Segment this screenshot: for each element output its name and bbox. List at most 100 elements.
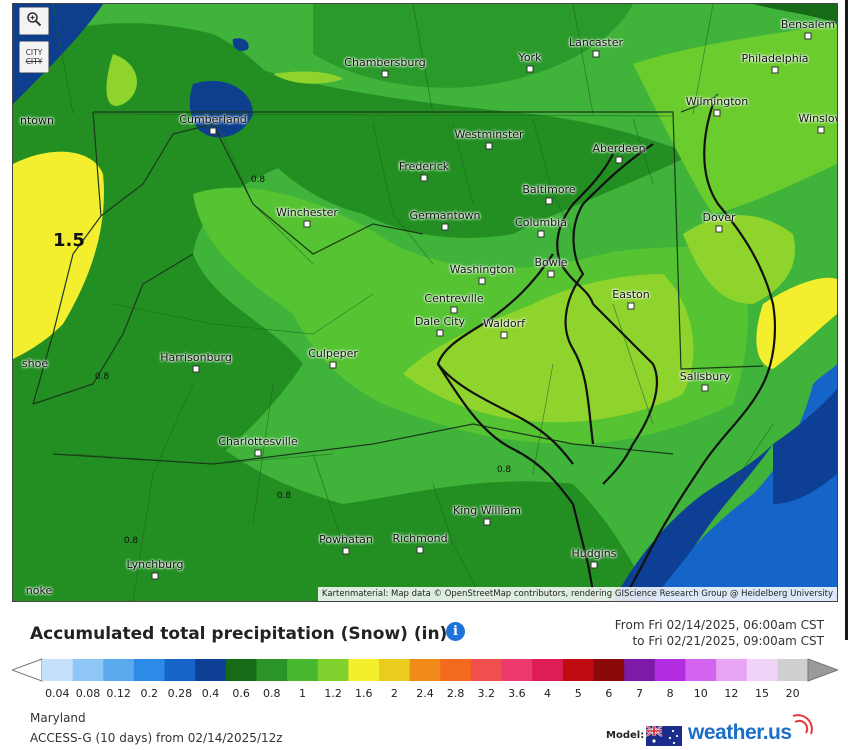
legend-tick-label: 1 bbox=[298, 687, 306, 700]
city-label: Powhatan bbox=[319, 533, 373, 546]
legend-swatch bbox=[348, 659, 380, 681]
australia-flag-icon bbox=[646, 726, 682, 746]
zoom-button[interactable] bbox=[19, 7, 49, 35]
legend-tick-label: 8 bbox=[666, 687, 674, 700]
legend-swatch bbox=[470, 659, 503, 681]
city-label: Salisbury bbox=[679, 370, 731, 383]
legend-swatch bbox=[409, 659, 441, 681]
city-label: Lynchburg bbox=[126, 558, 184, 571]
city-label: Westminster bbox=[454, 128, 524, 141]
info-icon[interactable]: i bbox=[446, 622, 465, 641]
brand-logo[interactable]: weather.us bbox=[688, 721, 792, 745]
city-label: Harrisonburg bbox=[160, 351, 232, 364]
legend-tick-label: 0.6 bbox=[232, 687, 250, 700]
legend-tick-label: 3.6 bbox=[508, 687, 526, 700]
legend-swatch bbox=[317, 659, 349, 681]
legend-swatch bbox=[562, 659, 595, 681]
city-label: Winchester bbox=[276, 206, 338, 219]
city-toggle-label: CITY bbox=[25, 48, 43, 57]
city-marker bbox=[804, 32, 812, 40]
city-marker bbox=[342, 547, 350, 555]
legend-tick-label: 3.2 bbox=[477, 687, 496, 700]
chart-title: Accumulated total precipitation (Snow) (… bbox=[30, 624, 448, 644]
city-label: Aberdeen bbox=[592, 142, 646, 155]
city-marker bbox=[483, 518, 491, 526]
contour-label: 0.8 bbox=[496, 465, 512, 475]
city-label: Bowie bbox=[534, 256, 568, 269]
legend-swatch bbox=[133, 659, 166, 681]
range-to: to Fri 02/21/2025, 09:00am CST bbox=[632, 634, 824, 648]
legend-min-arrow bbox=[12, 658, 43, 682]
city-marker bbox=[713, 109, 721, 117]
legend-tick-label: 0.8 bbox=[263, 687, 281, 700]
range-from: From Fri 02/14/2025, 06:00am CST bbox=[614, 618, 824, 632]
brand-text: weather.us bbox=[688, 721, 792, 744]
city-marker bbox=[771, 66, 779, 74]
legend-tick-label: 0.2 bbox=[140, 687, 158, 700]
city-label: Chambersburg bbox=[344, 56, 426, 69]
city-label: Winslow bbox=[798, 112, 837, 125]
city-label: Germantown bbox=[409, 209, 481, 222]
edge-city-label: ntown bbox=[20, 114, 54, 127]
city-marker bbox=[209, 127, 217, 135]
legend-swatch bbox=[440, 659, 472, 681]
legend-swatch bbox=[716, 659, 748, 681]
magnifier-icon bbox=[26, 11, 42, 31]
legend-max-arrow bbox=[807, 658, 838, 682]
legend-swatch bbox=[501, 659, 533, 681]
city-toggle-button[interactable]: CITY CITY bbox=[19, 41, 49, 73]
legend-tick-label: 1.2 bbox=[324, 687, 342, 700]
legend-tick-label: 4 bbox=[544, 687, 552, 700]
legend-tick-label: 0.04 bbox=[45, 687, 70, 700]
city-marker bbox=[329, 361, 337, 369]
legend-swatch bbox=[746, 659, 778, 681]
map-attribution: Kartenmaterial: Map data © OpenStreetMap… bbox=[317, 587, 837, 601]
city-marker bbox=[590, 561, 598, 569]
city-label: Philadelphia bbox=[741, 52, 809, 65]
legend-tick-label: 12 bbox=[724, 687, 739, 700]
max-value-label: 1.5 bbox=[53, 230, 85, 251]
legend-swatch bbox=[195, 659, 227, 681]
map-shading bbox=[13, 4, 837, 601]
legend-swatch bbox=[256, 659, 288, 681]
legend-tick-label: 0.12 bbox=[106, 687, 131, 700]
legend-swatch bbox=[287, 659, 319, 681]
legend-swatch bbox=[72, 659, 104, 681]
legend-tick-label: 5 bbox=[574, 687, 582, 700]
legend-swatch bbox=[624, 659, 656, 681]
city-marker bbox=[254, 449, 262, 457]
precipitation-map[interactable]: CITY CITY Bensalem Chambersburg York Lancas… bbox=[12, 3, 838, 602]
legend-tick-label: 2 bbox=[390, 687, 398, 700]
city-marker bbox=[817, 126, 825, 134]
city-label: King William bbox=[452, 504, 522, 517]
legend-tick-label: 0.28 bbox=[167, 687, 193, 700]
legend-tick-label: 0.4 bbox=[201, 687, 220, 700]
city-label: York bbox=[518, 51, 542, 64]
contour-label: 0.8 bbox=[276, 491, 292, 501]
scrollbar[interactable] bbox=[845, 0, 848, 640]
city-marker bbox=[420, 174, 428, 182]
region-label: Maryland bbox=[30, 711, 86, 725]
legend-swatch bbox=[164, 659, 196, 681]
legend-swatch bbox=[225, 659, 257, 681]
city-marker bbox=[303, 220, 311, 228]
city-marker bbox=[537, 230, 545, 238]
city-label: Easton bbox=[612, 288, 650, 301]
brand-signal-icon bbox=[792, 714, 813, 735]
legend-tick-label: 1.6 bbox=[354, 687, 373, 700]
legend-swatch bbox=[593, 659, 625, 681]
city-label: Charlottesville bbox=[218, 435, 298, 448]
legend-tick-label: 10 bbox=[693, 687, 708, 700]
city-label: Richmond bbox=[392, 532, 448, 545]
city-marker bbox=[450, 306, 458, 314]
city-label: Centreville bbox=[424, 292, 484, 305]
city-label: Columbia bbox=[515, 216, 567, 229]
city-marker bbox=[151, 572, 159, 580]
edge-city-label: shoe bbox=[21, 357, 49, 370]
city-marker bbox=[627, 302, 635, 310]
city-label: Hudgins bbox=[571, 547, 617, 560]
city-label: Wilmington bbox=[685, 95, 749, 108]
city-label: Washington bbox=[449, 263, 515, 276]
city-label: Waldorf bbox=[482, 317, 526, 330]
city-marker bbox=[441, 223, 449, 231]
